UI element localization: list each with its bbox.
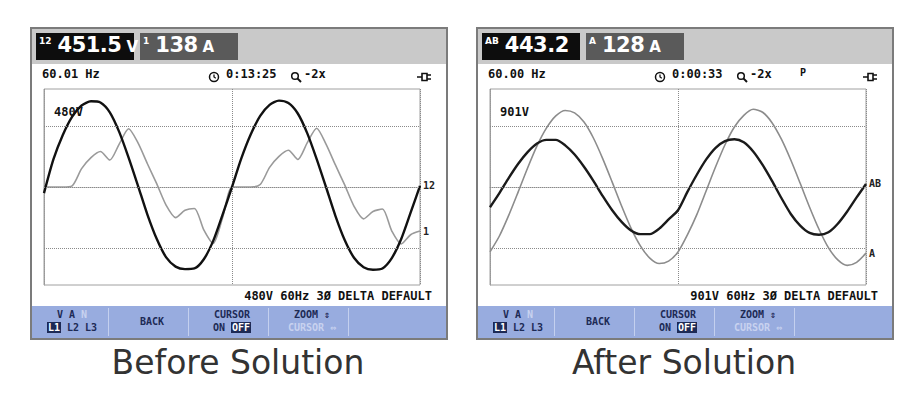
html-text:443.2: 443.2	[504, 33, 569, 57]
html-text:L2: L2	[67, 322, 79, 333]
html-text:128 A: 128 A	[602, 33, 661, 57]
html-text:V: V	[502, 309, 509, 320]
html-text:ZOOM: ZOOM	[293, 309, 318, 320]
html-text:CURSOR: CURSOR	[733, 322, 770, 333]
svg-text:AB: AB	[869, 178, 881, 189]
html-text:0:00:33: 0:00:33	[672, 67, 723, 81]
html-text:L3: L3	[531, 322, 544, 333]
html-text:A: A	[515, 309, 521, 320]
svg-text:A: A	[869, 248, 875, 259]
svg-text:12: 12	[423, 180, 435, 191]
html-text:480V 60Hz 3Ø DELTA DEFAULT: 480V 60Hz 3Ø DELTA DEFAULT	[244, 289, 432, 303]
html-text:A: A	[69, 309, 75, 320]
html-text:138 A: 138 A	[155, 33, 215, 57]
html-text:CURSOR: CURSOR	[287, 322, 324, 333]
html-text:-2x: -2x	[304, 67, 326, 81]
html-text:After Solution: After Solution	[571, 343, 797, 382]
html-text:L3: L3	[85, 322, 98, 333]
html-text:V: V	[56, 309, 63, 320]
html-text:N: N	[527, 309, 534, 320]
html-text:L2: L2	[513, 322, 525, 333]
svg-text:1: 1	[423, 226, 429, 237]
html-text:12: 12	[39, 36, 52, 46]
html-text:ON: ON	[658, 322, 671, 333]
html-text:901V 60Hz 3Ø DELTA DEFAULT: 901V 60Hz 3Ø DELTA DEFAULT	[690, 289, 878, 303]
html-text:L1: L1	[47, 322, 60, 333]
html-text:901V: 901V	[500, 105, 529, 119]
html-text:OFF: OFF	[232, 322, 251, 333]
html-text:A: A	[589, 36, 596, 46]
html-text:BACK: BACK	[140, 316, 164, 327]
html-text:P: P	[800, 67, 806, 78]
html-text:ZOOM: ZOOM	[739, 309, 764, 320]
html-text:CURSOR: CURSOR	[213, 309, 251, 320]
html-text:BACK: BACK	[586, 316, 610, 327]
html-text:451.5 V 1: 451.5 V 1	[57, 33, 150, 57]
html-text:60.00 Hz: 60.00 Hz	[488, 67, 546, 81]
html-text:Before Solution: Before Solution	[111, 343, 365, 382]
html-text:CURSOR: CURSOR	[659, 309, 697, 320]
html-text:60.01 Hz: 60.01 Hz	[42, 67, 100, 81]
html-text:OFF: OFF	[678, 322, 697, 333]
html-text:ON: ON	[212, 322, 225, 333]
html-text:0:13:25: 0:13:25	[226, 67, 277, 81]
html-text:L1: L1	[493, 322, 506, 333]
html-text:AB: AB	[485, 36, 499, 46]
html-text:N: N	[81, 309, 88, 320]
html-text:-2x: -2x	[750, 67, 772, 81]
html-text:480V: 480V	[54, 105, 83, 119]
